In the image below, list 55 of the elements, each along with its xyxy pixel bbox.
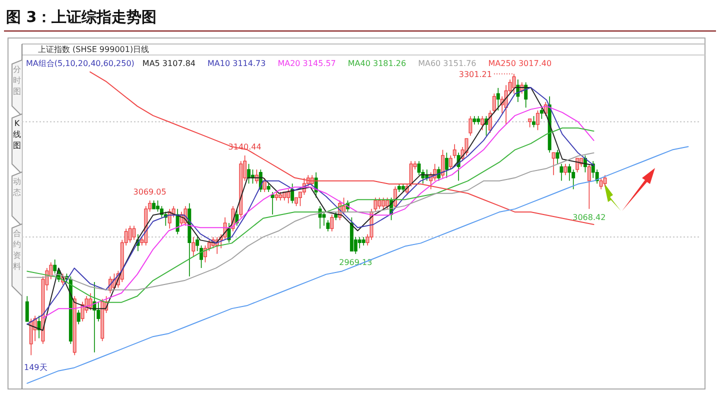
text: MA20 3145.57 [278, 59, 336, 68]
candlestick [76, 310, 80, 325]
candlestick [270, 192, 274, 215]
candlestick [156, 200, 160, 212]
candlestick [437, 166, 441, 182]
text: MA40 3181.26 [348, 59, 406, 68]
candlestick [568, 163, 572, 182]
annotation: 动态 [12, 177, 21, 197]
candlestick [560, 163, 564, 182]
candlestick [417, 160, 421, 176]
chart-subtitle: 上证指数 (SHSE 999001)日线 [38, 45, 150, 54]
legend-title: MA组合(5,10,20,40,60,250) [26, 59, 134, 68]
candlestick [132, 225, 136, 240]
candlestick [536, 110, 540, 131]
chart-title: 图 3：上证综指走势图 [6, 8, 157, 26]
annotation: 3068.42 [572, 212, 606, 222]
candlestick [492, 93, 496, 114]
candlestick [480, 116, 484, 131]
candlestick [386, 197, 390, 210]
candlestick [382, 197, 386, 210]
text: MA10 3114.73 [208, 59, 266, 68]
annotation: K线图 [13, 119, 21, 150]
text: MA60 3151.76 [418, 59, 476, 68]
candlestick [200, 245, 204, 268]
candlestick [440, 149, 444, 178]
annotation: 3069.05 [133, 187, 166, 196]
candlestick [564, 163, 568, 176]
text: MA250 3017.40 [488, 59, 552, 68]
candlestick [29, 318, 33, 356]
candlestick [540, 107, 544, 120]
candlestick [552, 152, 556, 176]
candlestick [128, 225, 132, 244]
candlestick [196, 236, 200, 252]
candlestick [235, 208, 239, 226]
annotation: 分时图 [13, 65, 21, 96]
candlestick [358, 236, 362, 249]
candlestick [286, 188, 290, 204]
candlestick [192, 236, 196, 258]
text: MA5 3107.84 [142, 59, 196, 68]
candlestick [532, 116, 536, 128]
candlestick [603, 174, 607, 187]
candlestick [468, 116, 472, 136]
candlestick [444, 152, 448, 178]
candlestick [576, 158, 580, 173]
candlestick [496, 88, 500, 111]
annotation: 149天 [24, 363, 48, 372]
candlestick [378, 197, 382, 210]
candlestick [409, 160, 413, 187]
candlestick [587, 163, 591, 210]
candlestick [247, 163, 251, 184]
candlestick [599, 178, 603, 190]
candlestick [330, 214, 334, 232]
annotation: 合约资料 [13, 229, 21, 271]
annotation: 3301.21 [458, 70, 492, 79]
candlestick [25, 296, 29, 322]
